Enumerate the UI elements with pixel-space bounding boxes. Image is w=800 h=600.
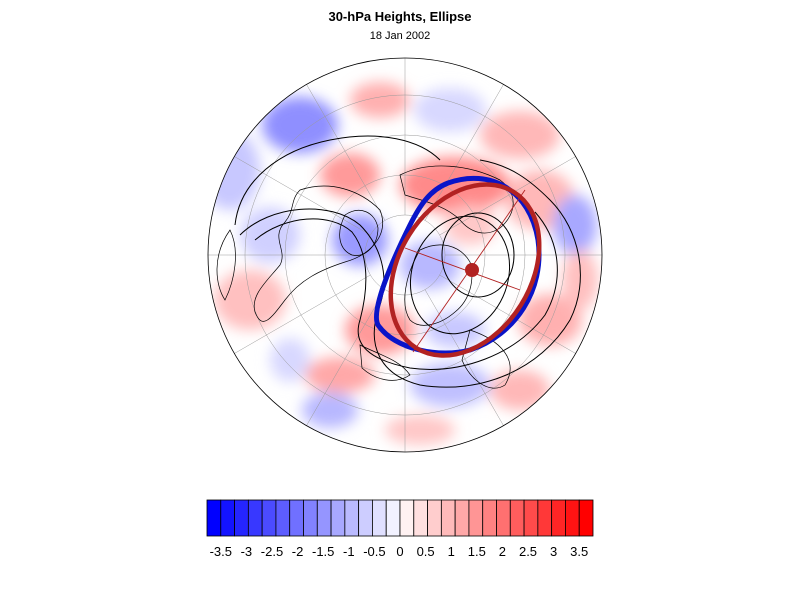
colorbar-cell: [482, 499, 497, 537]
colorbar-cell: [413, 499, 428, 537]
colorbar-tick-label: -2: [292, 544, 304, 559]
anomaly-negative-blob: [270, 338, 310, 382]
colorbar-cell: [440, 499, 456, 537]
blue-ellipse-contour: [374, 176, 542, 356]
graticule-meridian: [304, 81, 386, 221]
coastline-alaska: [216, 229, 236, 301]
colorbar-tick-label: 3: [550, 544, 557, 559]
colorbar-cell: [220, 499, 235, 537]
colorbar-cell: [509, 499, 525, 537]
colorbar-cells: [206, 499, 594, 537]
colorbar-cell: [578, 499, 594, 537]
colorbar-tick-label: -3.5: [210, 544, 232, 559]
colorbar-cell: [427, 499, 442, 537]
colorbar-tick-label: 3.5: [570, 544, 588, 559]
colorbar-cell: [316, 499, 332, 537]
colorbar-tick-label: 1: [448, 544, 455, 559]
contour-northwest: [234, 135, 441, 226]
contour-inner-1: [441, 212, 515, 298]
colorbar-tick-label: 2: [499, 544, 506, 559]
anomaly-negative-blob: [414, 88, 486, 132]
colorbar-tick-label: -1.5: [312, 544, 334, 559]
colorbar-cell: [289, 499, 304, 537]
colorbar-cell: [372, 499, 387, 537]
colorbar-cell: [206, 499, 222, 537]
colorbar-cell: [234, 499, 249, 537]
contour-middle: [254, 211, 558, 370]
coastline-greenland: [339, 210, 379, 256]
anomaly-negative-blob: [425, 312, 485, 348]
anomaly-negative-blob: [302, 392, 358, 428]
colorbar-cell: [468, 499, 484, 537]
vortex-ellipses: [374, 176, 542, 358]
figure-subtitle: 18 Jan 2002: [369, 30, 431, 42]
figure-title: 30-hPa Heights, Ellipse: [328, 9, 472, 24]
colorbar-cell: [551, 499, 566, 537]
colorbar-tick-label: 0.5: [417, 544, 435, 559]
anomaly-negative-blob: [262, 97, 338, 153]
graticule-meridian: [304, 289, 386, 429]
colorbar-tick-label: -3: [241, 544, 253, 559]
colorbar-tick-label: 1.5: [468, 544, 486, 559]
colorbar-cell: [454, 499, 470, 537]
coastlines: [216, 165, 514, 389]
colorbar-cell: [537, 499, 553, 537]
graticule-meridian: [424, 81, 506, 221]
colorbar-cell: [399, 499, 415, 537]
graticule-meridian: [424, 289, 506, 429]
graticule-meridian: [439, 274, 579, 356]
colorbar-cell: [523, 499, 539, 537]
colorbar-cell: [496, 499, 511, 537]
graticule-meridian: [231, 274, 371, 356]
colorbar-cell: [565, 499, 580, 537]
colorbar-cell: [261, 499, 277, 537]
colorbar-labels: -3.5 -3 -2.5 -2 -1.5 -1 -0.5 0 0.5 1 1.5 2 2.5 3 3.5: [210, 544, 589, 559]
ellipse-minor-axis: [404, 247, 521, 291]
colorbar-cell: [247, 499, 263, 537]
colorbar-cell: [303, 499, 318, 537]
anomaly-positive-blob: [444, 205, 496, 245]
coastline-europe: [404, 244, 473, 326]
graticule-meridian: [231, 154, 371, 236]
colorbar-tick-label: -0.5: [363, 544, 385, 559]
anomaly-negative-blob: [553, 195, 597, 255]
anomaly-positive-blob: [518, 294, 582, 346]
anomaly-positive-blob: [305, 357, 375, 393]
height-contours: [234, 135, 581, 388]
coastline-north-america: [253, 185, 383, 322]
colorbar-tick-label: -2.5: [261, 544, 283, 559]
colorbar-cell: [330, 499, 346, 537]
colorbar-tick-label: 2.5: [519, 544, 537, 559]
graticule-meridian: [439, 154, 579, 236]
anomaly-positive-blob: [214, 270, 286, 330]
map-disc-border: [207, 57, 603, 453]
anomaly-positive-blob: [480, 111, 560, 159]
colorbar-tick-label: 0: [396, 544, 403, 559]
colorbar-tick-label: -1: [343, 544, 355, 559]
anomaly-positive-blob: [385, 415, 455, 445]
height-anomaly-field: [208, 58, 602, 452]
coastline-siberia: [399, 165, 514, 234]
colorbar-cell: [358, 499, 373, 537]
contour-inner-2: [409, 215, 511, 335]
contour-outer: [239, 159, 581, 388]
ellipse-centroid: [465, 263, 479, 277]
anomaly-positive-blob: [350, 82, 410, 118]
colorbar-cell: [344, 499, 360, 537]
colorbar-cell: [385, 499, 401, 537]
colorbar-cell: [275, 499, 291, 537]
